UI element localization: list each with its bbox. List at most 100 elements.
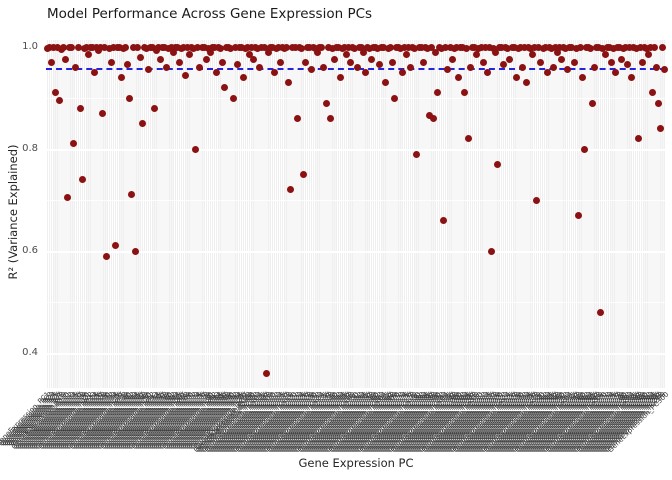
chart-title: Model Performance Across Gene Expression… bbox=[47, 6, 373, 22]
data-point bbox=[351, 44, 359, 52]
data-point bbox=[423, 44, 431, 52]
data-point bbox=[320, 63, 328, 71]
data-point bbox=[262, 369, 270, 377]
data-point bbox=[134, 44, 142, 51]
data-point bbox=[494, 160, 502, 168]
data-point bbox=[206, 48, 214, 56]
data-point bbox=[535, 43, 543, 51]
data-point bbox=[132, 247, 140, 255]
data-point bbox=[182, 71, 189, 79]
data-point bbox=[430, 114, 437, 122]
data-point bbox=[644, 51, 652, 59]
data-point bbox=[626, 44, 634, 51]
data-point bbox=[194, 43, 202, 51]
data-point bbox=[287, 186, 295, 194]
data-point bbox=[642, 44, 650, 52]
data-point bbox=[153, 47, 161, 55]
data-point bbox=[591, 63, 599, 71]
data-point bbox=[407, 63, 415, 71]
data-point bbox=[518, 63, 526, 71]
data-point bbox=[651, 43, 659, 51]
data-point bbox=[647, 44, 654, 51]
data-point bbox=[510, 43, 518, 51]
data-point bbox=[105, 44, 113, 52]
data-point bbox=[167, 43, 175, 51]
data-point bbox=[68, 43, 76, 51]
data-point bbox=[144, 66, 152, 74]
data-point bbox=[595, 43, 603, 51]
data-point bbox=[78, 176, 86, 184]
data-point bbox=[657, 125, 665, 133]
data-point bbox=[341, 43, 349, 51]
data-point bbox=[306, 44, 313, 51]
data-point bbox=[91, 69, 99, 76]
data-point bbox=[628, 74, 636, 82]
data-point bbox=[611, 69, 619, 76]
data-point bbox=[578, 74, 586, 82]
data-point bbox=[533, 196, 541, 204]
data-point bbox=[523, 79, 530, 87]
data-point bbox=[601, 51, 609, 59]
data-point bbox=[537, 58, 545, 66]
data-point bbox=[444, 66, 452, 74]
data-point bbox=[221, 84, 229, 92]
data-point bbox=[527, 44, 535, 52]
data-point bbox=[570, 58, 578, 66]
data-point bbox=[107, 58, 115, 66]
data-point bbox=[237, 43, 245, 51]
data-point bbox=[473, 51, 481, 59]
data-point bbox=[529, 51, 537, 59]
data-point bbox=[587, 44, 595, 52]
minor-gridline bbox=[46, 200, 666, 201]
data-point bbox=[45, 43, 53, 51]
data-point bbox=[345, 44, 353, 51]
data-point bbox=[126, 94, 134, 102]
data-point bbox=[616, 44, 623, 51]
data-point bbox=[609, 44, 617, 52]
data-point bbox=[239, 74, 247, 82]
data-point bbox=[130, 43, 138, 51]
data-point bbox=[192, 145, 200, 153]
data-point bbox=[483, 69, 491, 76]
data-point bbox=[576, 43, 584, 51]
data-point bbox=[543, 69, 551, 76]
data-point bbox=[353, 63, 361, 71]
data-point bbox=[103, 252, 111, 260]
data-point bbox=[117, 74, 125, 82]
data-point bbox=[479, 58, 487, 66]
data-point bbox=[283, 43, 291, 51]
data-point bbox=[74, 43, 82, 51]
data-point bbox=[227, 44, 235, 52]
data-point bbox=[365, 44, 373, 52]
data-point bbox=[454, 74, 462, 82]
data-point bbox=[186, 51, 194, 59]
data-point bbox=[607, 58, 615, 66]
data-point bbox=[157, 56, 165, 64]
data-point bbox=[512, 74, 520, 82]
data-point bbox=[390, 94, 398, 102]
data-point bbox=[297, 44, 305, 52]
data-point bbox=[84, 51, 92, 59]
data-point bbox=[128, 191, 136, 199]
data-point bbox=[477, 43, 485, 51]
data-point bbox=[277, 58, 285, 66]
data-point bbox=[413, 150, 421, 158]
data-point bbox=[605, 44, 613, 51]
data-point bbox=[618, 56, 626, 64]
data-point bbox=[268, 44, 276, 51]
data-point bbox=[448, 56, 456, 64]
data-point bbox=[463, 44, 471, 52]
data-point bbox=[308, 66, 316, 74]
data-point bbox=[427, 44, 435, 51]
data-point bbox=[632, 44, 640, 52]
data-point bbox=[564, 66, 572, 74]
data-point bbox=[142, 44, 150, 52]
data-point bbox=[432, 48, 440, 56]
data-point bbox=[82, 43, 90, 51]
data-point bbox=[551, 43, 559, 51]
data-point bbox=[376, 61, 384, 69]
y-tick-label: 1.0 bbox=[22, 41, 38, 52]
data-point bbox=[233, 61, 241, 69]
data-point bbox=[51, 89, 59, 97]
data-point bbox=[291, 44, 299, 51]
